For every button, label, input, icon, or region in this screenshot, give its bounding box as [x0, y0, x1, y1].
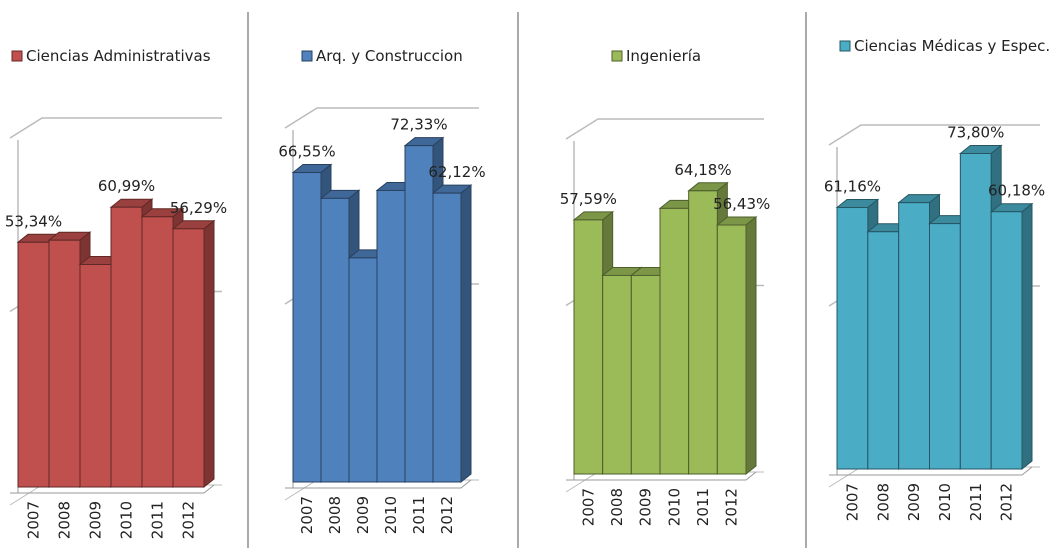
bar [79, 264, 112, 488]
data-label: 57,59% [560, 190, 617, 208]
back-wall-line [9, 117, 222, 139]
x-tick-label: 2007 [579, 488, 597, 526]
bar [659, 207, 690, 475]
bar [320, 197, 350, 483]
legend-label: Ingeniería [626, 47, 701, 65]
x-tick-label: 2007 [843, 483, 861, 521]
bar [17, 241, 50, 488]
x-tick-label: 2012 [180, 501, 198, 539]
legend-swatch [301, 50, 313, 62]
x-tick-label: 2010 [936, 483, 954, 521]
bar [602, 274, 632, 475]
x-tick-label: 2008 [608, 488, 626, 526]
x-tick-label: 2009 [87, 501, 105, 539]
back-wall-line [565, 118, 764, 140]
legend-swatch [611, 50, 623, 62]
x-tick-label: 2008 [874, 483, 892, 521]
bar [688, 190, 718, 475]
bar [716, 224, 747, 475]
x-tick-label: 2007 [298, 496, 316, 534]
bar [630, 274, 661, 475]
bar [404, 145, 434, 483]
x-tick-label: 2012 [438, 496, 456, 534]
bar [110, 206, 143, 488]
legend-label: Ciencias Médicas y Espec. [854, 37, 1050, 55]
bar [48, 239, 81, 488]
floor [10, 484, 215, 494]
floor [829, 466, 1033, 476]
floor [285, 479, 472, 489]
x-tick-label: 2011 [410, 496, 428, 534]
bar [836, 207, 869, 470]
floor [566, 471, 757, 481]
bar [376, 189, 406, 483]
bar-side [745, 215, 757, 476]
bar [573, 219, 604, 475]
x-tick-label: 2012 [998, 483, 1016, 521]
x-tick-label: 2009 [637, 488, 655, 526]
bar [867, 231, 900, 470]
legend-swatch [839, 40, 851, 52]
data-label: 64,18% [674, 161, 731, 179]
x-tick-label: 2011 [967, 483, 985, 521]
x-tick-label: 2010 [118, 501, 136, 539]
data-label: 66,55% [278, 143, 335, 161]
bar-side [460, 184, 472, 484]
data-label: 60,99% [98, 177, 155, 195]
data-label: 53,34% [5, 212, 62, 230]
x-tick-label: 2008 [326, 496, 344, 534]
bar [292, 172, 322, 483]
bar [141, 216, 174, 488]
bar [172, 228, 205, 488]
x-tick-label: 2008 [56, 501, 74, 539]
back-wall-line [828, 124, 1040, 146]
x-tick-label: 2010 [382, 496, 400, 534]
data-label: 62,12% [428, 163, 485, 181]
legend-label: Arq. y Construccion [316, 47, 463, 65]
bar [959, 153, 992, 470]
bar [929, 223, 961, 470]
data-label: 56,29% [170, 199, 227, 217]
data-label: 72,33% [390, 116, 447, 134]
bar [348, 257, 378, 483]
data-label: 60,18% [988, 182, 1045, 200]
x-tick-label: 2007 [25, 501, 43, 539]
data-label: 73,80% [947, 124, 1004, 142]
data-label: 56,43% [713, 195, 770, 213]
data-label: 61,16% [824, 178, 881, 196]
legend-swatch [11, 50, 23, 62]
x-tick-label: 2012 [723, 488, 741, 526]
bar [898, 202, 931, 470]
bar-side [1021, 202, 1033, 471]
x-tick-label: 2010 [665, 488, 683, 526]
x-tick-label: 2011 [694, 488, 712, 526]
bar [990, 211, 1023, 470]
bar [432, 192, 462, 483]
x-tick-label: 2011 [149, 501, 167, 539]
back-wall-line [284, 107, 479, 129]
x-tick-label: 2009 [354, 496, 372, 534]
x-tick-label: 2009 [905, 483, 923, 521]
legend-label: Ciencias Administrativas [26, 47, 211, 65]
bar-side [203, 219, 215, 489]
